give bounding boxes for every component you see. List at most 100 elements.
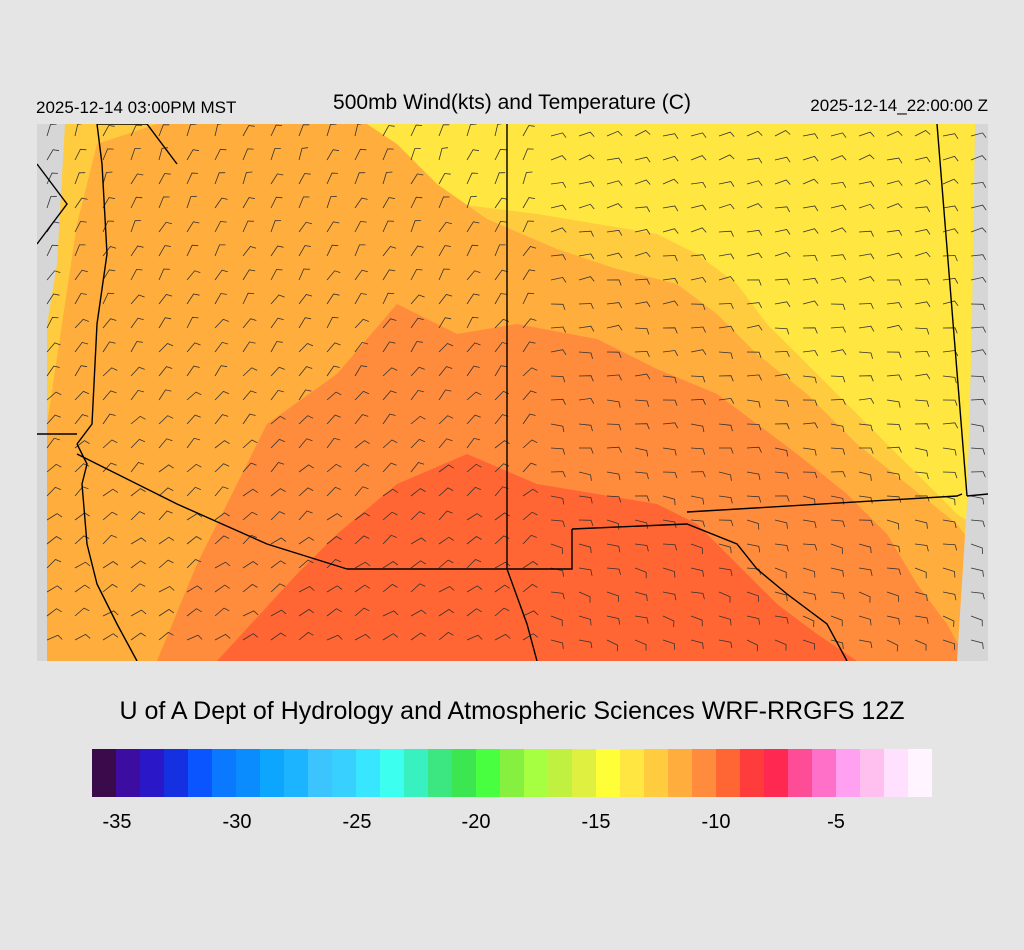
- wind-barb: [438, 245, 451, 257]
- wind-barb: [830, 326, 846, 333]
- wind-barb: [382, 610, 399, 617]
- wind-barb: [242, 269, 256, 281]
- wind-barb: [746, 591, 759, 602]
- wind-barb: [46, 414, 61, 425]
- wind-barb: [102, 488, 119, 497]
- wind-barb: [326, 244, 339, 257]
- wind-barb: [914, 229, 931, 235]
- wind-barb: [662, 300, 679, 307]
- wind-barb: [690, 254, 707, 261]
- wind-barb: [746, 615, 760, 625]
- wind-barb: [354, 633, 371, 641]
- wind-barb: [886, 130, 903, 137]
- wind-barb: [914, 615, 929, 624]
- wind-barb: [466, 585, 483, 593]
- wind-barb: [746, 180, 763, 186]
- wind-barb: [802, 519, 817, 528]
- wind-barb: [914, 567, 927, 579]
- boundary-arizona-california: [76, 443, 138, 661]
- colorbar-swatch: [860, 749, 884, 797]
- wind-barb: [886, 302, 903, 309]
- wind-barb: [914, 399, 930, 407]
- wind-barb: [942, 277, 959, 284]
- wind-barb: [550, 447, 566, 455]
- wind-barb: [438, 343, 454, 353]
- wind-barb: [158, 586, 175, 593]
- wind-barb: [858, 253, 875, 260]
- wind-barb: [914, 519, 928, 529]
- wind-barb: [886, 543, 901, 553]
- wind-barb: [774, 495, 790, 502]
- wind-barb: [410, 537, 427, 545]
- wind-barb: [634, 206, 651, 213]
- wind-barb: [718, 591, 731, 603]
- wind-barb: [326, 221, 340, 233]
- wind-barb: [102, 610, 119, 617]
- wind-barb: [522, 534, 537, 545]
- wind-barb: [886, 229, 903, 236]
- wind-barb: [746, 519, 760, 530]
- wind-barb: [494, 220, 507, 233]
- wind-barb: [438, 389, 452, 401]
- wind-barb: [46, 316, 59, 329]
- wind-barb: [130, 415, 146, 425]
- wind-barb: [270, 511, 286, 521]
- wind-barb: [858, 131, 875, 137]
- wind-barb: [578, 230, 594, 237]
- state-boundaries: [37, 124, 988, 661]
- wind-barb: [830, 349, 847, 356]
- wind-barb: [858, 325, 875, 332]
- wind-barb: [158, 487, 174, 497]
- wind-barb: [494, 197, 508, 209]
- wind-barb: [438, 438, 453, 449]
- wind-barb: [942, 422, 959, 429]
- wind-barb: [354, 486, 369, 497]
- wind-barb: [494, 244, 506, 257]
- wind-barb: [942, 591, 957, 601]
- wind-barb: [550, 254, 567, 261]
- wind-barb: [718, 303, 734, 310]
- wind-barb: [802, 133, 819, 140]
- wind-barb: [410, 245, 424, 257]
- wind-barb: [550, 471, 566, 478]
- wind-barb: [354, 607, 370, 617]
- wind-barb: [186, 608, 202, 617]
- wind-barb: [970, 276, 987, 283]
- wind-barb: [186, 316, 199, 329]
- wind-barb: [354, 341, 369, 353]
- wind-barb: [354, 390, 370, 401]
- wind-barb: [858, 181, 875, 187]
- wind-barb: [746, 203, 763, 209]
- wind-barb: [214, 148, 227, 161]
- wind-barb: [662, 471, 678, 479]
- wind-barb: [718, 495, 733, 504]
- colorbar-swatch: [836, 749, 860, 797]
- wind-barb: [606, 324, 623, 331]
- wind-barb: [298, 415, 314, 425]
- wind-barb: [410, 389, 425, 401]
- wind-barb: [298, 586, 315, 593]
- colorbar-swatch: [884, 749, 908, 797]
- wind-barb: [214, 440, 230, 449]
- wind-barb: [942, 447, 957, 456]
- wind-barb: [242, 633, 259, 641]
- wind-barb: [466, 124, 477, 137]
- wind-barb: [858, 276, 875, 282]
- wind-barb: [270, 220, 282, 233]
- wind-barb: [158, 510, 173, 521]
- wind-barb: [774, 229, 791, 235]
- wind-barb: [690, 132, 707, 138]
- wind-barb: [886, 615, 900, 625]
- wind-barb: [298, 438, 313, 449]
- wind-barb: [298, 366, 313, 377]
- wind-barb: [186, 486, 201, 497]
- wind-barb: [74, 124, 83, 137]
- colorbar-swatch: [740, 749, 764, 797]
- wind-barb: [214, 197, 228, 209]
- wind-barb: [578, 181, 595, 187]
- wind-barb: [970, 591, 985, 600]
- wind-barb: [326, 634, 343, 641]
- wind-barb: [298, 294, 313, 305]
- wind-barb: [130, 341, 143, 353]
- wind-barb: [802, 277, 819, 284]
